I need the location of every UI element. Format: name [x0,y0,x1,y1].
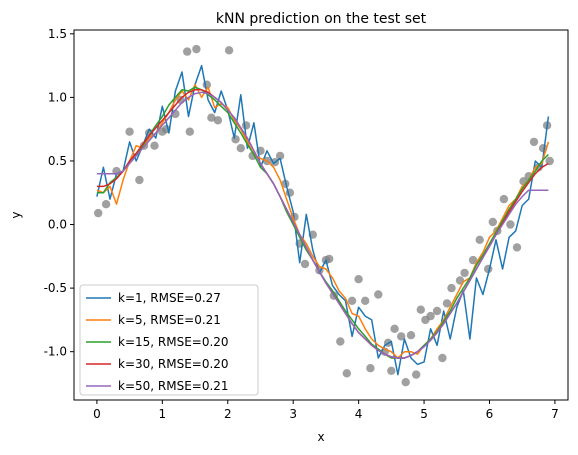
test-point [412,370,420,378]
test-point [530,138,538,146]
test-point [438,354,446,362]
x-tick-label: 0 [93,407,101,421]
test-point [402,378,410,386]
test-point [500,195,508,203]
test-point [348,297,356,305]
x-axis-label: x [317,430,324,444]
test-point [366,364,374,372]
test-point [476,236,484,244]
test-point [390,325,398,333]
test-point [387,367,395,375]
y-tick-label: 0.5 [48,154,67,168]
chart-title: kNN prediction on the test set [216,11,427,27]
test-point [94,209,102,217]
test-point [203,81,211,89]
test-point [460,269,468,277]
test-point [354,275,362,283]
test-point [336,337,344,345]
test-point [506,220,514,228]
legend-entry: k=1, RMSE=0.27 [118,291,221,305]
legend-entry: k=5, RMSE=0.21 [118,313,221,327]
test-point [374,290,382,298]
legend-entry: k=50, RMSE=0.21 [118,379,229,393]
test-point [489,218,497,226]
x-tick-label: 7 [551,407,559,421]
legend-entry: k=15, RMSE=0.20 [118,335,229,349]
test-point [242,121,250,129]
x-tick-label: 2 [224,407,232,421]
test-point [214,116,222,124]
y-tick-label: 1.5 [48,27,67,41]
test-point [183,47,191,55]
test-point [433,307,441,315]
legend: k=1, RMSE=0.27 k=5, RMSE=0.21 k=15, RMSE=0… [80,285,258,395]
x-tick-label: 5 [420,407,428,421]
test-point [417,306,425,314]
test-point [135,176,143,184]
y-tick-label: -1.0 [44,345,67,359]
test-point [192,45,200,53]
test-point [301,260,309,268]
test-point [513,243,521,251]
y-tick-label: 0.0 [48,218,67,232]
test-point [343,369,351,377]
test-point [125,128,133,136]
y-tick-label: 1.0 [48,90,67,104]
y-axis-label: y [9,211,23,218]
x-tick-label: 3 [289,407,297,421]
x-tick-label: 6 [486,407,494,421]
legend-entry: k=30, RMSE=0.20 [118,357,229,371]
y-tick-label: -0.5 [44,281,67,295]
x-tick-label: 4 [355,407,363,421]
test-point [407,331,415,339]
test-point [237,144,245,152]
test-point [150,142,158,150]
test-point [447,284,455,292]
test-point [225,46,233,54]
test-point [231,135,239,143]
test-point [186,128,194,136]
x-tick-label: 1 [159,407,167,421]
test-point [102,200,110,208]
test-point [361,297,369,305]
